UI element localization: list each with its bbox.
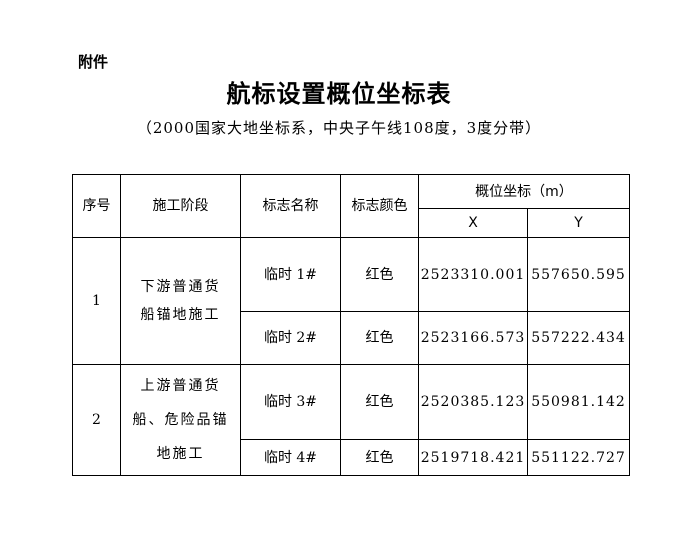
attachment-label: 附件 (78, 53, 109, 71)
mark-name: 临时 1# (240, 237, 341, 312)
header-no: 序号 (72, 174, 121, 238)
header-y: Y (527, 208, 630, 238)
group-no: 1 (72, 237, 121, 365)
mark-color: 红色 (340, 364, 419, 440)
table-row: 临时 4# 红色 2519718.421 551122.727 (73, 439, 630, 476)
table-row: 1 下游普通货船锚地施工 临时 1# 红色 2523310.001 557650… (72, 237, 630, 365)
header-stage: 施工阶段 (120, 174, 241, 238)
coord-x: 2520385.123 (418, 364, 528, 440)
mark-name: 临时 4# (240, 439, 341, 476)
coord-x: 2523166.573 (418, 311, 528, 365)
coord-y: 557650.595 (527, 237, 630, 312)
coord-x: 2519718.421 (418, 439, 528, 476)
mark-color: 红色 (340, 311, 419, 365)
mark-color: 红色 (340, 439, 419, 476)
table-row: 临时 2# 红色 2523166.573 557222.434 (73, 311, 630, 365)
mark-name: 临时 3# (240, 364, 341, 440)
coordinate-table: 序号 施工阶段 标志名称 标志颜色 概位坐标（m） X Y 1 下游普通货船锚地… (72, 174, 630, 476)
mark-color: 红色 (340, 237, 419, 312)
group-stage: 下游普通货船锚地施工 (120, 237, 241, 365)
header-x: X (418, 208, 528, 238)
page-title: 航标设置概位坐标表 (226, 79, 452, 108)
coord-y: 557222.434 (527, 311, 630, 365)
table-row: 2 上游普通货船、危险品锚地施工 临时 3# 红色 2520385.123 55… (72, 364, 630, 476)
coord-y: 551122.727 (527, 439, 630, 476)
mark-name: 临时 2# (240, 311, 341, 365)
coord-y: 550981.142 (527, 364, 630, 440)
coord-x: 2523310.001 (418, 237, 528, 312)
subtitle: （2000国家大地坐标系，中央子午线108度，3度分带） (136, 119, 542, 137)
header-name: 标志名称 (240, 174, 341, 238)
group-stage: 上游普通货船、危险品锚地施工 (120, 364, 241, 476)
header-coord: 概位坐标（m） (418, 174, 630, 209)
group-no: 2 (72, 364, 121, 476)
header-color: 标志颜色 (340, 174, 419, 238)
